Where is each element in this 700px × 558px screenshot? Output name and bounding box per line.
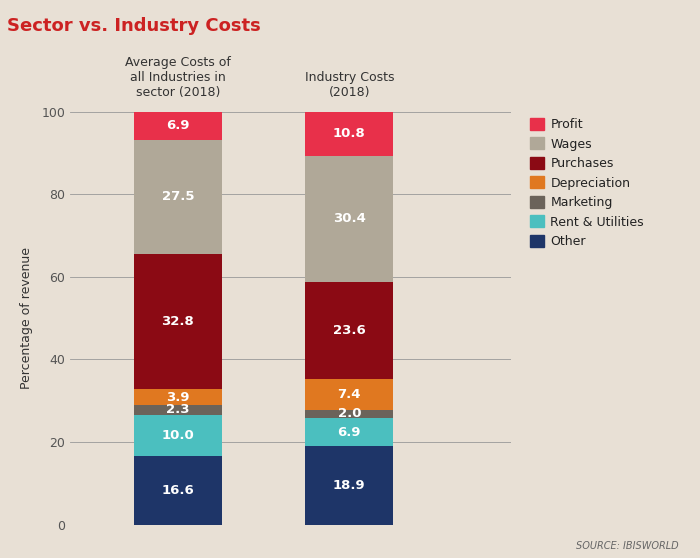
- Text: 2.0: 2.0: [337, 407, 361, 420]
- Text: 7.4: 7.4: [337, 388, 361, 401]
- Bar: [134, 254, 222, 389]
- Bar: [305, 112, 393, 156]
- Bar: [134, 456, 222, 525]
- Bar: [305, 156, 393, 282]
- Text: 3.9: 3.9: [166, 391, 190, 403]
- Text: SOURCE: IBISWORLD: SOURCE: IBISWORLD: [576, 541, 679, 551]
- Bar: [134, 405, 222, 415]
- Bar: [305, 379, 393, 410]
- Legend: Profit, Wages, Purchases, Depreciation, Marketing, Rent & Utilities, Other: Profit, Wages, Purchases, Depreciation, …: [531, 118, 644, 248]
- Bar: [134, 140, 222, 254]
- Bar: [305, 410, 393, 418]
- Text: 30.4: 30.4: [333, 213, 365, 225]
- Y-axis label: Percentage of revenue: Percentage of revenue: [20, 247, 33, 389]
- Bar: [305, 282, 393, 379]
- Text: Sector vs. Industry Costs: Sector vs. Industry Costs: [7, 17, 260, 35]
- Text: 6.9: 6.9: [337, 426, 361, 439]
- Bar: [305, 418, 393, 446]
- Text: 6.9: 6.9: [166, 119, 190, 132]
- Text: 27.5: 27.5: [162, 190, 194, 203]
- Text: Average Costs of
all Industries in
sector (2018): Average Costs of all Industries in secto…: [125, 56, 231, 99]
- Bar: [134, 389, 222, 405]
- Text: 23.6: 23.6: [333, 324, 365, 337]
- Bar: [134, 112, 222, 140]
- Text: 10.8: 10.8: [333, 127, 365, 141]
- Text: 32.8: 32.8: [162, 315, 194, 328]
- Text: 10.0: 10.0: [162, 429, 194, 442]
- Text: 2.3: 2.3: [166, 403, 190, 416]
- Text: Industry Costs
(2018): Industry Costs (2018): [304, 71, 394, 99]
- Bar: [305, 446, 393, 525]
- Text: 16.6: 16.6: [162, 484, 194, 497]
- Bar: [134, 415, 222, 456]
- Text: 18.9: 18.9: [333, 479, 365, 492]
